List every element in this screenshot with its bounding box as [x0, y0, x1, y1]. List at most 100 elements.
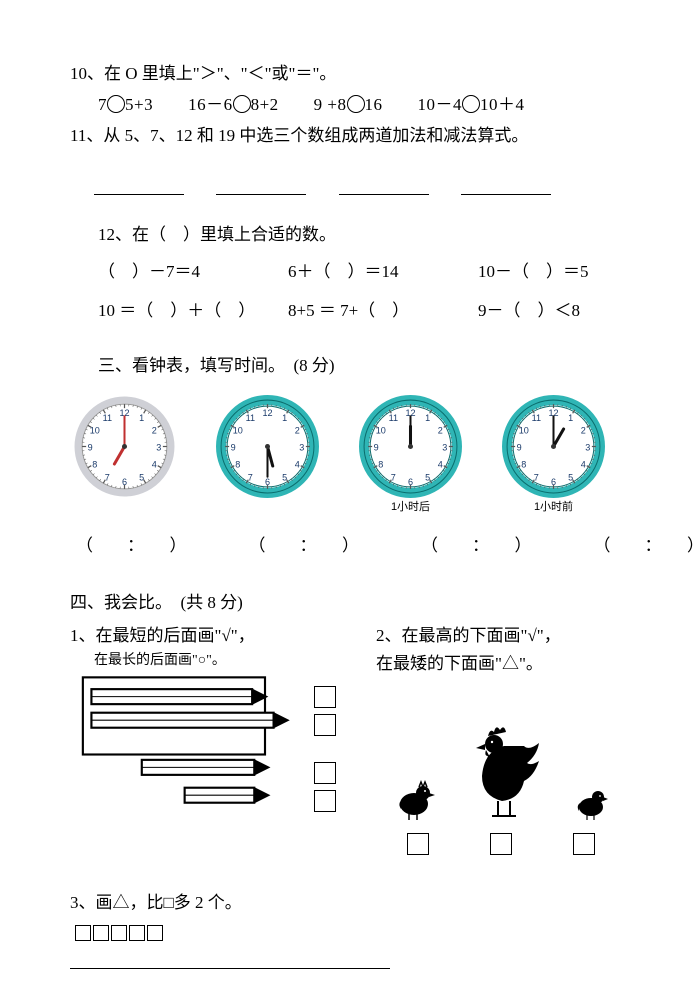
answer-box[interactable]: [314, 686, 336, 708]
clock: 123456789101112 1小时前: [501, 394, 606, 517]
svg-text:7: 7: [391, 472, 396, 482]
q12-eq[interactable]: 8+5 ＝ 7+（ ）: [288, 297, 478, 324]
q4-3-prompt: 3、画△，比□多 2 个。: [70, 889, 625, 916]
compare-animals: 2、在最高的下面画"√"， 在最矮的下面画"△"。: [366, 622, 625, 854]
answer-box[interactable]: [573, 833, 595, 855]
svg-text:9: 9: [374, 442, 379, 452]
rooster-icon: [464, 726, 544, 821]
clock-answer[interactable]: （ ： ）: [421, 532, 532, 559]
clock-answer[interactable]: （ ： ）: [594, 532, 695, 559]
q12-row2: 10 ＝（ ）＋（ ） 8+5 ＝ 7+（ ） 9－（ ）＜8: [70, 297, 625, 324]
svg-text:11: 11: [246, 412, 255, 422]
chick-icon: [570, 779, 612, 821]
q12-prompt: 12、在（ ）里填上合适的数。: [70, 221, 625, 248]
section3-title: 三、看钟表，填写时间。 (8 分): [70, 352, 625, 379]
clock: 123456789101112 1小时后: [358, 394, 463, 517]
svg-text:5: 5: [282, 472, 287, 482]
section3-title-text: 三、看钟表，填写时间。 (8 分): [98, 356, 335, 375]
q10-seg-4: 10＋4: [480, 95, 525, 114]
clock-answer[interactable]: （ ： ）: [249, 532, 360, 559]
circle-blank[interactable]: [107, 95, 125, 113]
clock: 123456789101112: [215, 394, 320, 517]
q10-seg-1: 5+3 16－6: [125, 95, 233, 114]
q4-2-line1: 2、在最高的下面画"√"，: [376, 622, 625, 649]
svg-text:12: 12: [262, 408, 272, 418]
svg-text:10: 10: [376, 425, 386, 435]
svg-text:9: 9: [231, 442, 236, 452]
svg-text:7: 7: [534, 472, 539, 482]
svg-text:3: 3: [585, 442, 590, 452]
clock-answer[interactable]: （ ： ）: [76, 532, 187, 559]
compare-row: 1、在最短的后面画"√"， 在最长的后面画"○"。: [70, 622, 625, 854]
circle-blank[interactable]: [347, 95, 365, 113]
circle-blank[interactable]: [462, 95, 480, 113]
svg-text:9: 9: [88, 442, 93, 452]
svg-text:8: 8: [521, 459, 526, 469]
svg-text:2: 2: [438, 425, 443, 435]
svg-text:7: 7: [105, 472, 110, 482]
q12-eq[interactable]: 10－（ ）＝5: [478, 258, 589, 285]
q4-3-answer-line[interactable]: [70, 953, 390, 969]
svg-text:1: 1: [425, 412, 430, 422]
svg-text:6: 6: [408, 476, 413, 486]
svg-text:11: 11: [532, 412, 541, 422]
compare-pencils: 1、在最短的后面画"√"， 在最长的后面画"○"。: [70, 622, 336, 854]
clock-caption: 1小时前: [534, 499, 573, 517]
svg-text:2: 2: [581, 425, 586, 435]
svg-text:7: 7: [248, 472, 253, 482]
section4-title-text: 四、我会比。 (共 8 分): [70, 593, 243, 612]
reference-square: [111, 925, 127, 941]
svg-text:8: 8: [235, 459, 240, 469]
svg-text:1: 1: [139, 412, 144, 422]
clock-caption: 1小时后: [391, 499, 430, 517]
q12-eq[interactable]: 10 ＝（ ）＋（ ）: [98, 297, 288, 324]
svg-text:4: 4: [438, 459, 443, 469]
q10-seg-0: 7: [98, 95, 107, 114]
q11-blanks: [70, 176, 625, 203]
q12-eq[interactable]: 9－（ ）＜8: [478, 297, 580, 324]
reference-square: [93, 925, 109, 941]
answer-box[interactable]: [490, 833, 512, 855]
svg-text:10: 10: [519, 425, 529, 435]
svg-text:2: 2: [152, 425, 157, 435]
svg-text:6: 6: [265, 476, 270, 486]
clocks-answers: （ ： ） （ ： ） （ ： ） （ ： ）: [70, 532, 625, 559]
pencils-svg: [70, 672, 310, 822]
svg-text:9: 9: [517, 442, 522, 452]
q10-items: 75+3 16－68+2 9 +816 10－410＋4: [70, 91, 625, 118]
svg-text:8: 8: [378, 459, 383, 469]
svg-text:11: 11: [389, 412, 398, 422]
svg-text:4: 4: [581, 459, 586, 469]
blank-input[interactable]: [216, 176, 306, 195]
reference-square: [129, 925, 145, 941]
svg-text:6: 6: [122, 476, 127, 486]
svg-text:1: 1: [568, 412, 573, 422]
blank-input[interactable]: [339, 176, 429, 195]
section4-title: 四、我会比。 (共 8 分): [70, 589, 625, 616]
svg-text:1: 1: [282, 412, 287, 422]
answer-box[interactable]: [314, 762, 336, 784]
animals-area: [376, 701, 625, 821]
blank-input[interactable]: [461, 176, 551, 195]
svg-text:5: 5: [568, 472, 573, 482]
circle-blank[interactable]: [233, 95, 251, 113]
reference-square: [147, 925, 163, 941]
reference-square: [75, 925, 91, 941]
q12-eq[interactable]: （ ）－7＝4: [98, 258, 288, 285]
answer-box[interactable]: [314, 790, 336, 812]
animals-boxes: [376, 833, 625, 855]
q11-prompt: 11、从 5、7、12 和 19 中选三个数组成两道加法和减法算式。: [70, 122, 625, 149]
q12-prompt-text: 12、在（ ）里填上合适的数。: [98, 225, 336, 244]
svg-text:6: 6: [551, 476, 556, 486]
blank-input[interactable]: [94, 176, 184, 195]
q12-eq[interactable]: 6＋（ ）＝14: [288, 258, 478, 285]
q4-1-line2: 在最长的后面画"○"。: [70, 650, 336, 672]
svg-text:4: 4: [152, 459, 157, 469]
q4-3-prompt-text: 3、画△，比□多 2 个。: [70, 893, 242, 912]
answer-box[interactable]: [314, 714, 336, 736]
q4-1-line1: 1、在最短的后面画"√"，: [70, 622, 336, 649]
svg-text:3: 3: [299, 442, 304, 452]
svg-text:3: 3: [156, 442, 161, 452]
svg-text:4: 4: [295, 459, 300, 469]
answer-box[interactable]: [407, 833, 429, 855]
